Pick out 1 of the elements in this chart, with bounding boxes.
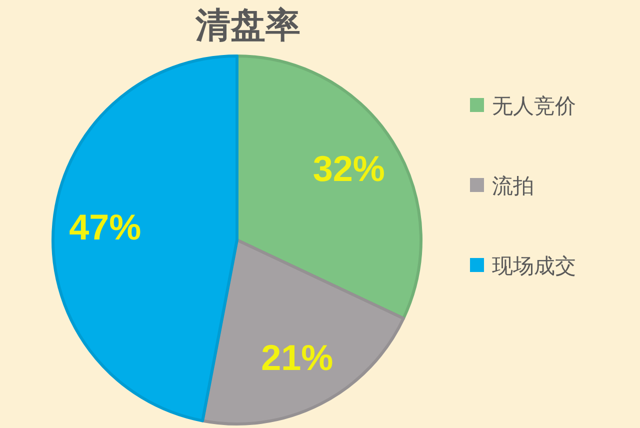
title: 清盘率 (196, 6, 300, 46)
